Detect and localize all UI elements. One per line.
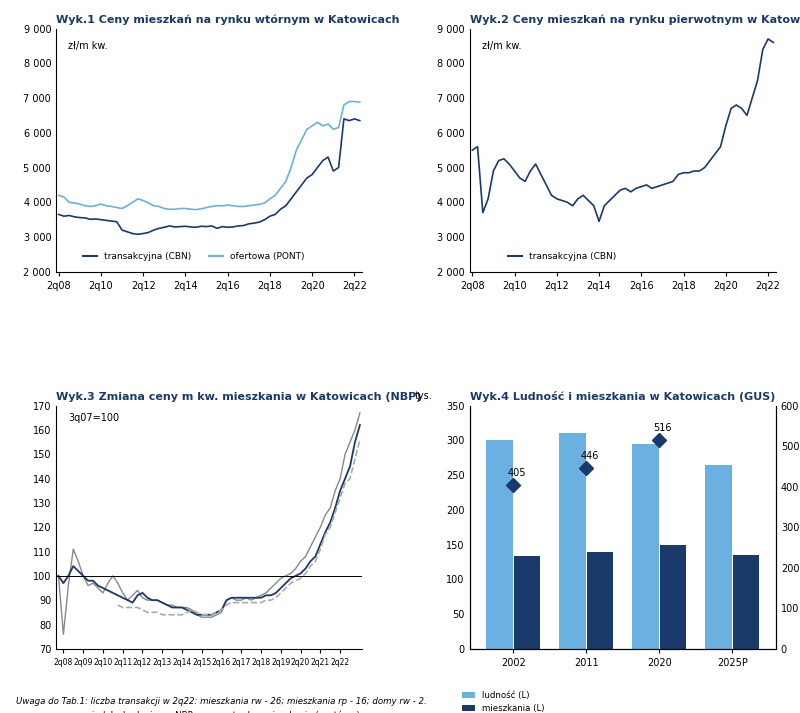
Bar xyxy=(632,443,658,649)
Text: Wyk.3 Zmiana ceny m kw. mieszkania w Katowicach (NBP): Wyk.3 Zmiana ceny m kw. mieszkania w Kat… xyxy=(56,392,422,402)
Bar xyxy=(706,465,731,649)
Text: tys.: tys. xyxy=(414,391,432,401)
Text: 405: 405 xyxy=(508,468,526,478)
Bar xyxy=(733,555,759,649)
Text: Wyk.4 Ludność i mieszkania w Katowicach (GUS): Wyk.4 Ludność i mieszkania w Katowicach … xyxy=(470,391,775,402)
Legend: ludność (L), mieszkania (L), liczba mieszkań na 1000 osób (P): ludność (L), mieszkania (L), liczba mies… xyxy=(458,687,630,713)
Bar xyxy=(660,545,686,649)
Text: 446: 446 xyxy=(581,451,599,461)
Text: Wyk.1 Ceny mieszkań na rynku wtórnym w Katowicach: Wyk.1 Ceny mieszkań na rynku wtórnym w K… xyxy=(56,14,399,25)
Text: zł/m kw.: zł/m kw. xyxy=(68,41,108,51)
Bar xyxy=(587,552,614,649)
Bar xyxy=(514,556,541,649)
Bar xyxy=(486,441,513,649)
Text: zł/m kw.: zł/m kw. xyxy=(482,41,522,51)
Legend: indeks hedoniczny NBP ceny metra kw. mieszkania (r. wtórny), indeks ceny metra k: indeks hedoniczny NBP ceny metra kw. mie… xyxy=(60,707,363,713)
Text: Uwaga do Tab.1: liczba transakcji w 2q22: mieszkania rw - 26; mieszkania rp - 16: Uwaga do Tab.1: liczba transakcji w 2q22… xyxy=(16,697,426,706)
Legend: transakcyjna (CBN): transakcyjna (CBN) xyxy=(505,249,620,265)
Legend: transakcyjna (CBN), ofertowa (PONT): transakcyjna (CBN), ofertowa (PONT) xyxy=(79,249,308,265)
Text: 516: 516 xyxy=(654,423,672,433)
Bar xyxy=(559,434,586,649)
Text: Wyk.2 Ceny mieszkań na rynku pierwotnym w Katowicach: Wyk.2 Ceny mieszkań na rynku pierwotnym … xyxy=(470,14,800,25)
Text: 3q07=100: 3q07=100 xyxy=(68,413,119,423)
